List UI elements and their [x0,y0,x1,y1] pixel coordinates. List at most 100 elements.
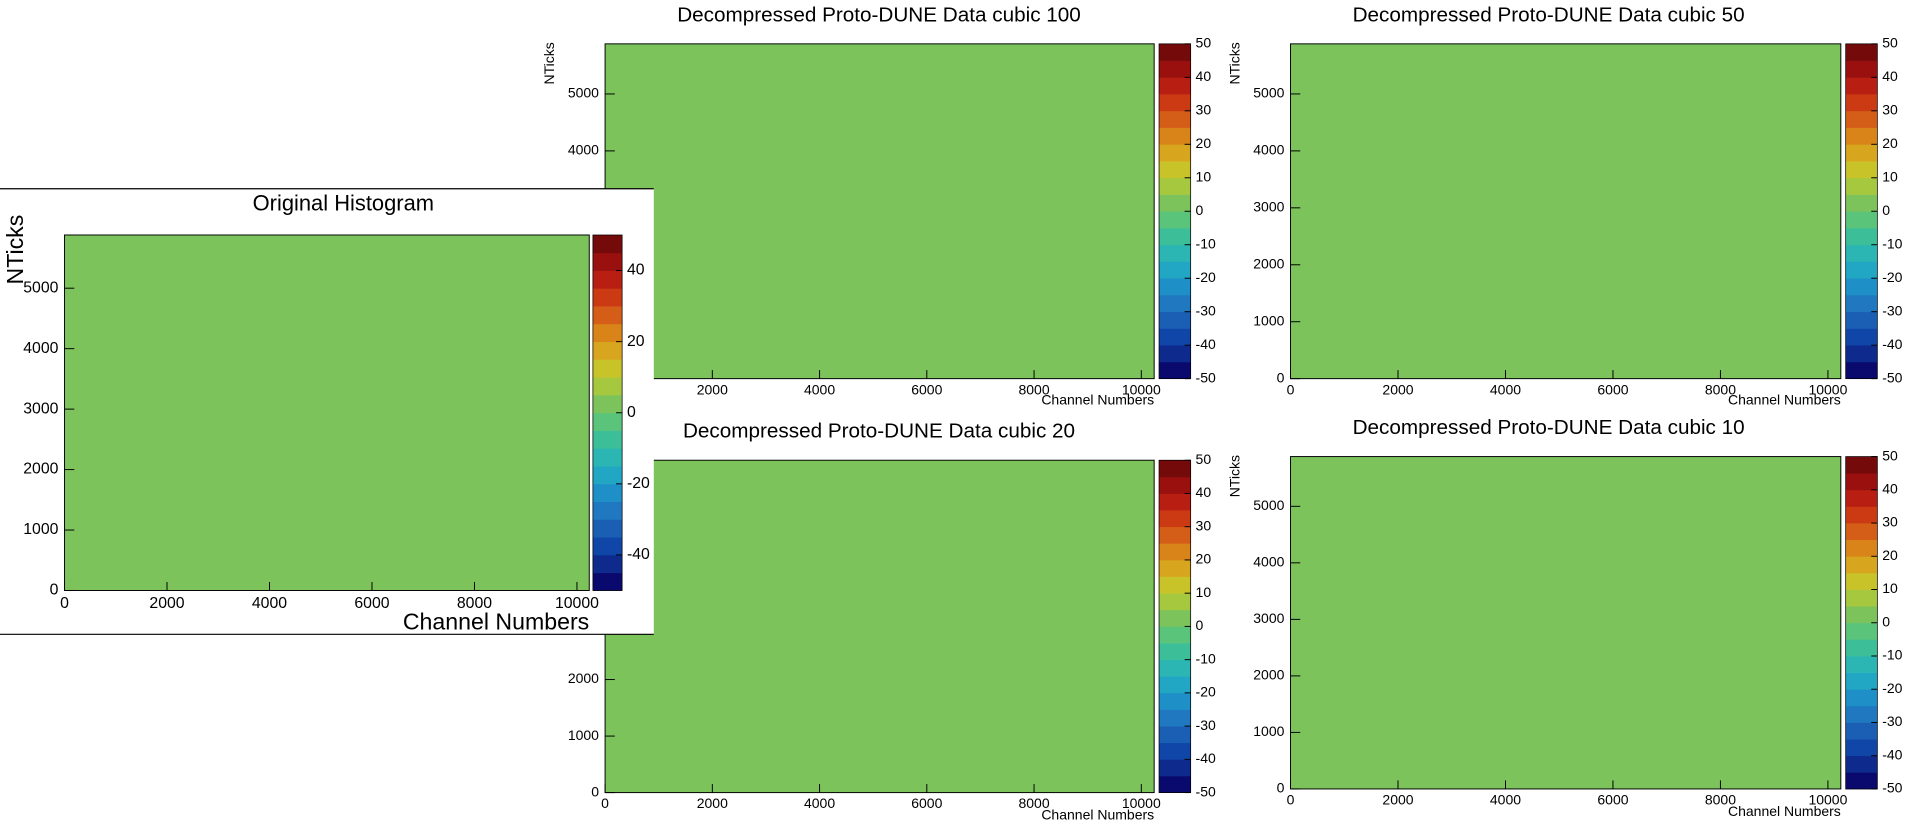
x-tick-label: 10000 [1808,792,1847,808]
colorbar-swatch [1159,576,1191,594]
colorbar-swatch [1159,543,1191,561]
x-tick-label: 0 [1287,381,1295,397]
x-tick-label: 10000 [1122,795,1161,811]
colorbar-tick-label: 50 [1196,35,1212,51]
colorbar-swatch [1845,556,1878,574]
colorbar-swatch [1159,261,1191,279]
colorbar-tick-label: -20 [1196,269,1216,285]
colorbar-swatch [1159,345,1191,363]
x-tick-label: 6000 [354,595,389,612]
colorbar-swatch [1845,722,1878,740]
y-tick-label: 3000 [1253,199,1284,215]
colorbar-swatch [1845,473,1878,491]
x-tick-label: 10000 [555,595,599,612]
colorbar-swatch [1159,742,1191,760]
x-tick-label: 4000 [804,795,835,811]
colorbar-swatch [1845,539,1878,557]
colorbar-tick-label: -30 [1196,717,1216,733]
colorbar-swatch [1845,489,1878,507]
colorbar-tick-label: -50 [1196,369,1216,385]
colorbar-swatch [592,554,623,574]
colorbar-swatch [1159,328,1191,346]
colorbar-tick-label: 0 [1196,202,1204,218]
colorbar-swatch [1159,43,1191,61]
colorbar-swatch [1845,194,1878,212]
y-axis-label: NTicks [541,42,557,84]
heatmap-area [604,43,1155,380]
colorbar-tick-label: 40 [1196,68,1212,84]
colorbar-swatch [1845,506,1878,524]
colorbar-tick-label: 0 [1196,617,1204,633]
colorbar-swatch [1159,144,1191,162]
colorbar-swatch [1159,709,1191,727]
colorbar-tick-label: 40 [1882,481,1898,497]
y-tick-label: 5000 [1253,497,1284,513]
x-tick-label: 6000 [1597,792,1628,808]
y-tick-label: 1000 [23,521,58,538]
colorbar-swatch [1845,739,1878,757]
x-tick-label: 10000 [1122,381,1161,397]
y-tick-label: 5000 [23,279,58,296]
colorbar-swatch [1845,227,1878,246]
colorbar-swatch [1159,227,1191,246]
colorbar-swatch [1845,655,1878,673]
colorbar-tick-label: -30 [1882,713,1902,729]
colorbar-tick-label: 50 [1882,35,1898,51]
colorbar-swatch [1845,755,1878,773]
colorbar-swatch [1845,278,1878,296]
colorbar-swatch [1159,493,1191,511]
colorbar-swatch [592,252,623,271]
y-tick-label: 1000 [1253,312,1284,328]
colorbar-swatch [1159,311,1191,329]
x-tick-label: 8000 [1705,381,1736,397]
colorbar-tick-label: -10 [1882,647,1902,663]
x-tick-label: 0 [1287,792,1295,808]
colorbar-swatch [1159,60,1191,78]
colorbar-tick-label: -50 [1196,783,1216,799]
colorbar-swatch [1845,672,1878,690]
x-tick-label: 2000 [1382,792,1413,808]
colorbar-tick-label: -50 [1882,780,1902,796]
colorbar-tick-label: -20 [1196,684,1216,700]
colorbar-tick-label: -30 [1882,302,1902,318]
colorbar-swatch [1845,456,1878,474]
colorbar-swatch [592,270,623,289]
colorbar-tick-label: 30 [1882,102,1898,118]
colorbar-tick-label: 30 [1882,514,1898,530]
x-tick-label: 4000 [804,381,835,397]
colorbar-swatch [1159,609,1191,627]
y-tick-label: 4000 [23,340,58,357]
y-tick-label: 5000 [1253,85,1284,101]
colorbar-swatch [1159,278,1191,296]
colorbar-tick-label: 10 [1196,584,1212,600]
colorbar-tick-label: -40 [1882,336,1902,352]
y-tick-label: 2000 [568,670,599,686]
colorbar-swatch [592,572,623,591]
x-axis-label: Channel Numbers [1728,803,1841,819]
y-tick-label: 5000 [568,85,599,101]
heatmap-area [604,459,1155,794]
colorbar-swatch [1845,261,1878,279]
y-tick-label: 2000 [1253,667,1284,683]
colorbar-tick-label: -10 [1196,235,1216,251]
colorbar-swatch [1159,626,1191,644]
colorbar-swatch [1159,127,1191,145]
x-tick-label: 2000 [149,595,184,612]
colorbar-swatch [1845,77,1878,95]
y-tick-label: 0 [50,582,59,599]
x-tick-label: 8000 [1018,381,1049,397]
y-axis-label: NTicks [1226,42,1242,84]
colorbar-swatch [1845,94,1878,112]
colorbar-swatch [1845,144,1878,162]
colorbar-swatch [592,519,623,538]
colorbar-tick-label: 20 [1196,551,1212,567]
colorbar-swatch [592,394,623,414]
x-axis-label: Channel Numbers [1728,391,1841,407]
colorbar-tick-label: -20 [1882,269,1902,285]
colorbar-tick-label: 0 [627,404,636,421]
y-axis-label: NTicks [1226,455,1242,497]
x-tick-label: 0 [601,795,609,811]
colorbar-tick-label: -40 [1196,750,1216,766]
colorbar-tick-label: -20 [1882,680,1902,696]
colorbar-swatch [1159,476,1191,494]
